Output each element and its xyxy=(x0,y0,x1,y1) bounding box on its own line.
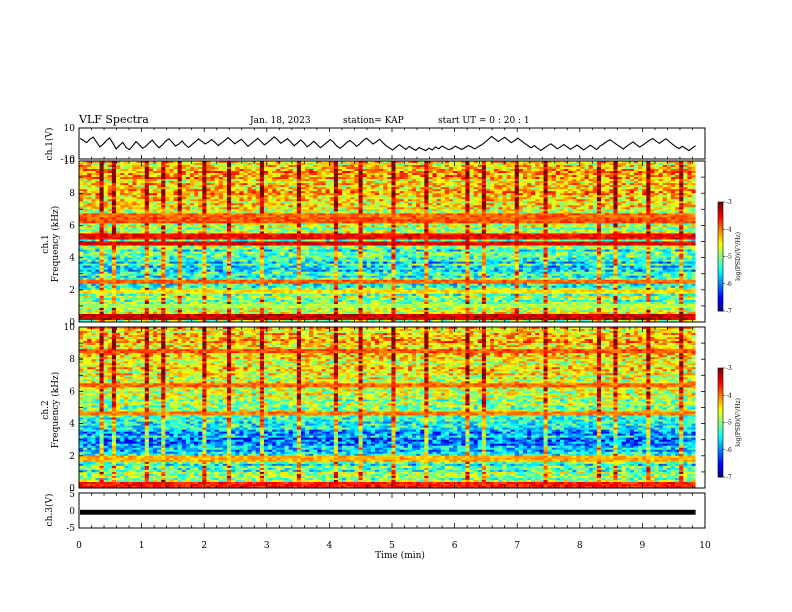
time-tick-label: 0 xyxy=(76,541,82,551)
freq-tick-label: 2 xyxy=(69,452,75,462)
colorbar-label: log(PSD)(V²/Hz) xyxy=(735,232,742,281)
freq-tick-label: 6 xyxy=(69,221,75,231)
freq-tick-label: 6 xyxy=(69,387,75,397)
colorbar-tick-label: -4 xyxy=(726,392,732,399)
date-label: Jan. 18, 2023 xyxy=(249,116,311,126)
ch1-colorbar: -3 -4 -5 -6 -7 log(PSD)(V²/Hz) xyxy=(718,199,742,315)
start-time-label: start UT = 0 : 20 : 1 xyxy=(438,116,530,126)
colorbar-tick-label: -6 xyxy=(726,281,732,288)
time-tick-label: 8 xyxy=(577,541,583,551)
ch3-ytick-top: 5 xyxy=(69,490,75,500)
colorbar-tick-label: -5 xyxy=(726,254,732,261)
freq-tick-label: 8 xyxy=(69,189,75,199)
figure-title: VLF Spectra xyxy=(78,113,149,126)
colorbar-tick-label: -3 xyxy=(726,199,732,206)
time-tick-label: 3 xyxy=(264,541,270,551)
colorbar-tick-label: -5 xyxy=(726,420,732,427)
ch2-colorbar: -3 -4 -5 -6 -7 log(PSD)(V²/Hz) xyxy=(718,365,742,481)
ch3-ylabel: ch.3(V) xyxy=(44,494,55,527)
freq-tick-label: 10 xyxy=(64,157,76,167)
ch1-ytick-top: 10 xyxy=(64,124,76,134)
ch2-frequency-label: Frequency (kHz) xyxy=(50,372,61,449)
ch3-ytick-bottom: -5 xyxy=(66,524,75,534)
time-tick-label: 9 xyxy=(640,541,646,551)
colorbar-tick-label: -4 xyxy=(726,226,732,233)
ch3-waveform-band xyxy=(80,510,696,515)
station-label: station= KAP xyxy=(343,116,404,126)
colorbar-tick-label: -6 xyxy=(726,447,732,454)
time-axis-labels: 0 1 2 3 4 5 6 7 8 9 10 xyxy=(76,541,711,551)
freq-tick-label: 4 xyxy=(69,420,75,430)
time-tick-label: 6 xyxy=(452,541,458,551)
ch3-ytick-mid: 0 xyxy=(69,507,75,517)
freq-tick-label: 10 xyxy=(64,323,76,333)
freq-tick-label: 8 xyxy=(69,355,75,365)
time-tick-label: 2 xyxy=(201,541,207,551)
time-tick-label: 7 xyxy=(514,541,520,551)
ch3-waveform-panel: 5 0 -5 ch.3(V) 0 1 2 3 4 5 6 7 8 9 10 Time (min) xyxy=(44,490,711,561)
colorbar-tick-label: -7 xyxy=(726,308,732,315)
time-tick-label: 1 xyxy=(139,541,145,551)
ch1-ylabel: ch.1(V) xyxy=(44,128,55,161)
freq-tick-label: 4 xyxy=(69,254,75,264)
ch2-spectrogram-image xyxy=(79,327,705,488)
colorbar-tick-label: -3 xyxy=(726,365,732,372)
ch1-frequency-label: Frequency (kHz) xyxy=(50,206,61,283)
ch1-channel-label: ch.1 xyxy=(41,234,51,253)
colorbar-label: log(PSD)(V²/Hz) xyxy=(735,398,742,447)
time-axis-title: Time (min) xyxy=(375,550,425,561)
time-tick-label: 5 xyxy=(389,541,395,551)
colorbar-tick-label: -7 xyxy=(726,474,732,481)
ch1-waveform-panel: 10 -10 ch.1(V) xyxy=(44,124,705,165)
time-tick-label: 4 xyxy=(327,541,333,551)
freq-tick-label: 2 xyxy=(69,286,75,296)
ch1-waveform-line xyxy=(80,137,696,151)
ch1-spectrogram-image xyxy=(79,161,705,322)
ch2-channel-label: ch.2 xyxy=(41,400,51,419)
time-tick-label: 10 xyxy=(699,541,711,551)
